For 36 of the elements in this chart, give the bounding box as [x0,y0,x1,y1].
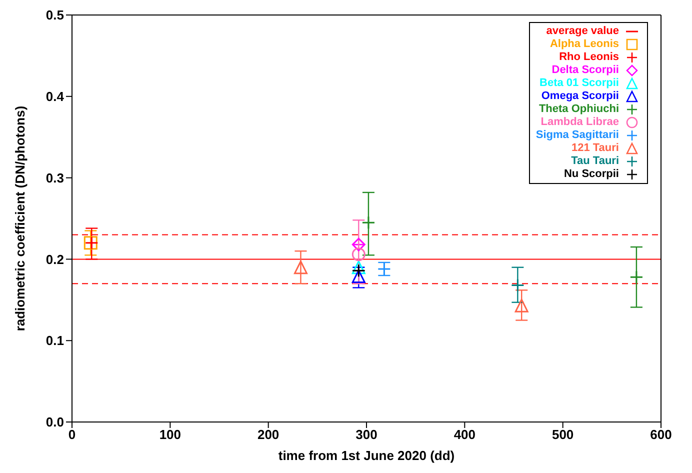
y-tick-label: 0.4 [46,89,65,104]
x-tick-label: 300 [356,427,378,442]
x-tick-label: 200 [257,427,280,442]
legend-label: Omega Scorpii [541,90,619,103]
x-tick-label: 500 [552,427,574,442]
y-tick-label: 0.2 [46,252,64,267]
point [294,260,308,274]
y-tick-label: 0.3 [46,170,64,186]
legend-label: Nu Scorpii [564,168,619,181]
legend-label: Theta Ophiuchi [538,103,619,116]
y-tick-label: 0.1 [46,333,64,348]
x-axis-title: time from 1st June 2020 (dd) [278,448,455,463]
legend-label: Lambda Librae [540,116,619,129]
legend-label: 121 Tauri [572,142,619,155]
legend-label: Rho Leonis [559,51,619,64]
x-tick-label: 0 [68,427,76,442]
legend-label: Tau Tauri [571,155,619,168]
point [362,216,376,230]
x-tick-label: 600 [650,427,672,442]
x-tick-label: 100 [159,427,182,442]
point [630,270,644,284]
x-tick-label: 400 [454,427,476,442]
point [510,278,524,292]
point [352,264,366,278]
legend-label: Sigma Sagittarii [536,129,619,142]
legend-label: Beta 01 Scorpii [540,77,619,90]
point [514,298,528,312]
point [352,260,366,274]
y-axis-title: radiometric coefficient (DN/photons) [12,106,28,332]
point [352,238,366,252]
point [352,248,366,262]
legend-label: average value [546,25,619,38]
y-tick-label: 0.0 [46,414,64,430]
legend-label: Delta Scorpii [552,64,619,77]
y-tick-label: 0.5 [46,8,64,23]
legend-label: Alpha Leonis [550,38,619,51]
